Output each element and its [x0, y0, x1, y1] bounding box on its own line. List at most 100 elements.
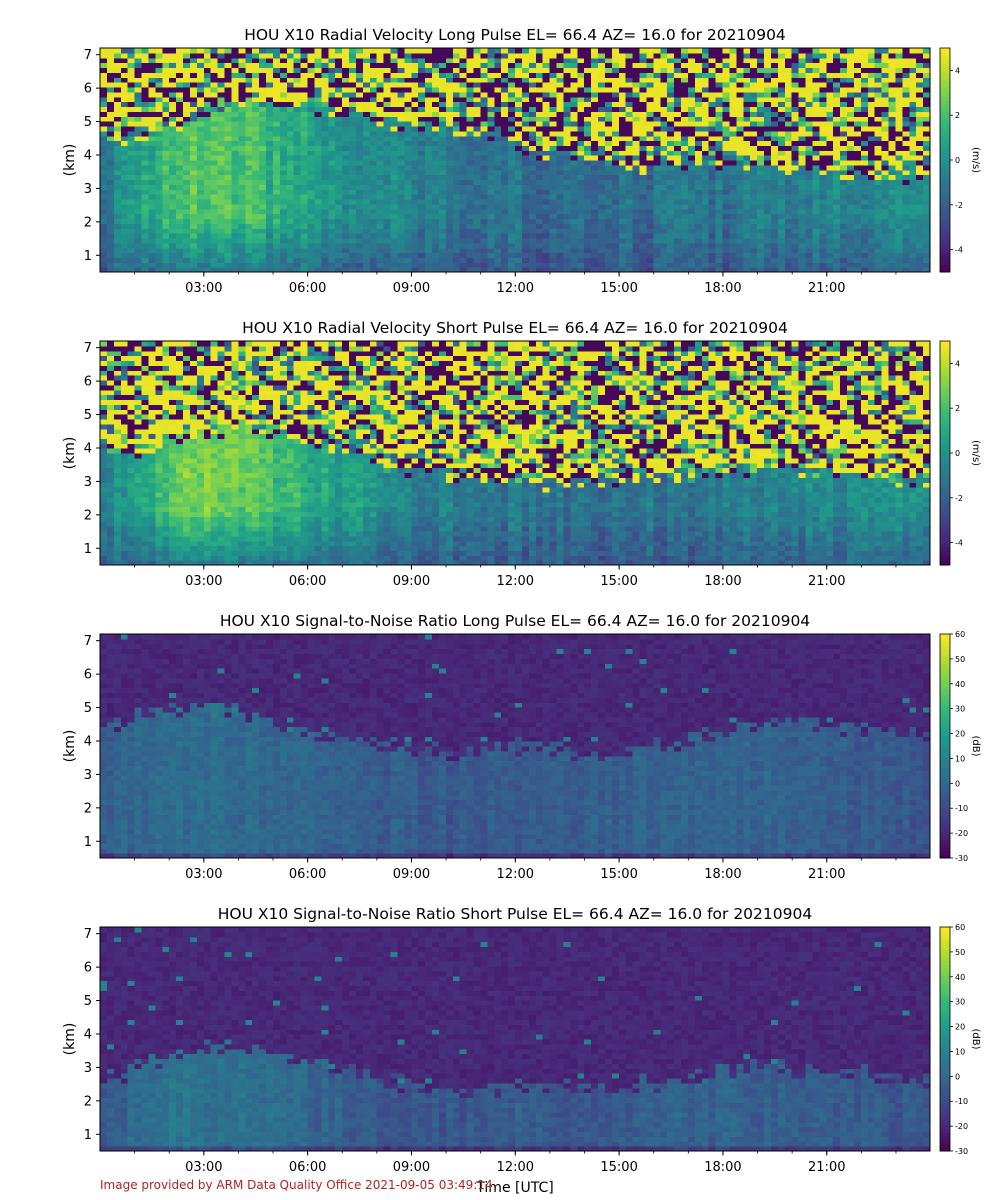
- heatmap-cell: [570, 82, 578, 88]
- heatmap-cell: [653, 140, 661, 146]
- heatmap-cell: [113, 223, 122, 229]
- heatmap-cell: [238, 203, 246, 210]
- heatmap-cell: [494, 155, 502, 161]
- heatmap-cell: [217, 86, 226, 93]
- heatmap-cell: [480, 179, 488, 185]
- heatmap-cell: [148, 48, 156, 54]
- heatmap-cell: [355, 121, 364, 127]
- heatmap-cell: [459, 267, 468, 273]
- heatmap-cell: [750, 203, 758, 210]
- heatmap-cell: [743, 223, 751, 229]
- heatmap-cell: [549, 262, 558, 268]
- heatmap-cell: [750, 194, 758, 200]
- heatmap-cell: [722, 130, 731, 137]
- heatmap-cell: [266, 208, 274, 215]
- heatmap-cell: [134, 242, 143, 249]
- heatmap-cell: [487, 247, 495, 254]
- heatmap-cell: [120, 86, 129, 93]
- heatmap-cell: [708, 82, 717, 88]
- heatmap-cell: [604, 223, 613, 229]
- heatmap-cell: [701, 62, 710, 69]
- heatmap-cell: [847, 140, 855, 146]
- heatmap-cell: [459, 72, 468, 78]
- heatmap-cell: [777, 262, 786, 268]
- heatmap-cell: [694, 203, 703, 210]
- heatmap-cell: [438, 174, 447, 181]
- heatmap-cell: [210, 121, 219, 127]
- heatmap-cell: [708, 160, 717, 166]
- heatmap-cell: [604, 257, 613, 263]
- heatmap-cell: [812, 189, 820, 195]
- heatmap-cell: [542, 140, 551, 146]
- heatmap-cell: [425, 247, 433, 254]
- heatmap-cell: [591, 198, 599, 205]
- heatmap-cell: [563, 106, 571, 112]
- heatmap-cell: [106, 52, 115, 59]
- heatmap-cell: [238, 164, 246, 171]
- heatmap-cell: [411, 57, 419, 64]
- heatmap-cell: [667, 267, 675, 273]
- heatmap-cell: [577, 198, 585, 205]
- heatmap-cell: [508, 189, 516, 195]
- heatmap-cell: [674, 155, 682, 161]
- heatmap-cell: [210, 203, 219, 210]
- heatmap-cell: [521, 111, 530, 117]
- heatmap-cell: [556, 91, 565, 98]
- heatmap-cell: [141, 101, 150, 108]
- heatmap-cell: [646, 48, 654, 54]
- heatmap-cell: [355, 208, 364, 215]
- heatmap-cell: [528, 82, 537, 88]
- heatmap-cell: [390, 121, 399, 127]
- heatmap-cell: [210, 116, 219, 122]
- heatmap-cell: [618, 194, 627, 200]
- heatmap-cell: [134, 233, 143, 239]
- heatmap-cell: [342, 262, 350, 268]
- heatmap-cell: [189, 194, 198, 200]
- heatmap-cell: [687, 252, 696, 258]
- heatmap-cell: [549, 62, 558, 69]
- heatmap-cell: [764, 223, 772, 229]
- heatmap-cell: [542, 155, 551, 161]
- heatmap-cell: [259, 140, 267, 146]
- heatmap-cell: [141, 203, 150, 210]
- heatmap-cell: [169, 48, 177, 54]
- heatmap-cell: [833, 194, 841, 200]
- heatmap-cell: [176, 145, 184, 151]
- heatmap-cell: [148, 203, 156, 210]
- heatmap-cell: [667, 145, 675, 151]
- heatmap-cell: [266, 228, 274, 234]
- heatmap-cell: [687, 82, 696, 88]
- heatmap-cell: [598, 174, 606, 181]
- heatmap-cell: [279, 169, 288, 176]
- heatmap-cell: [473, 262, 482, 268]
- heatmap-cell: [238, 218, 246, 224]
- heatmap-cell: [210, 198, 219, 205]
- heatmap-cell: [632, 150, 641, 156]
- heatmap-cell: [176, 62, 184, 69]
- heatmap-cell: [272, 223, 281, 229]
- heatmap-cell: [604, 213, 613, 220]
- heatmap-cell: [355, 242, 364, 249]
- heatmap-cell: [355, 155, 364, 161]
- heatmap-cell: [148, 77, 156, 83]
- heatmap-cell: [349, 77, 357, 83]
- heatmap-cell: [162, 145, 170, 151]
- heatmap-cell: [259, 116, 267, 122]
- heatmap-cell: [321, 82, 329, 88]
- heatmap-cell: [376, 169, 385, 176]
- heatmap-cell: [259, 82, 267, 88]
- heatmap-cell: [362, 218, 371, 224]
- heatmap-cell: [632, 247, 641, 254]
- heatmap-cell: [819, 130, 827, 137]
- heatmap-cell: [300, 116, 309, 122]
- heatmap-cell: [812, 184, 820, 190]
- heatmap-cell: [515, 169, 523, 176]
- heatmap-cell: [376, 247, 385, 254]
- heatmap-cell: [701, 247, 710, 254]
- heatmap-cell: [113, 86, 122, 93]
- heatmap-cell: [777, 233, 786, 239]
- heatmap-cell: [632, 194, 641, 200]
- heatmap-cell: [438, 252, 447, 258]
- heatmap-cell: [521, 213, 530, 220]
- heatmap-cell: [777, 150, 786, 156]
